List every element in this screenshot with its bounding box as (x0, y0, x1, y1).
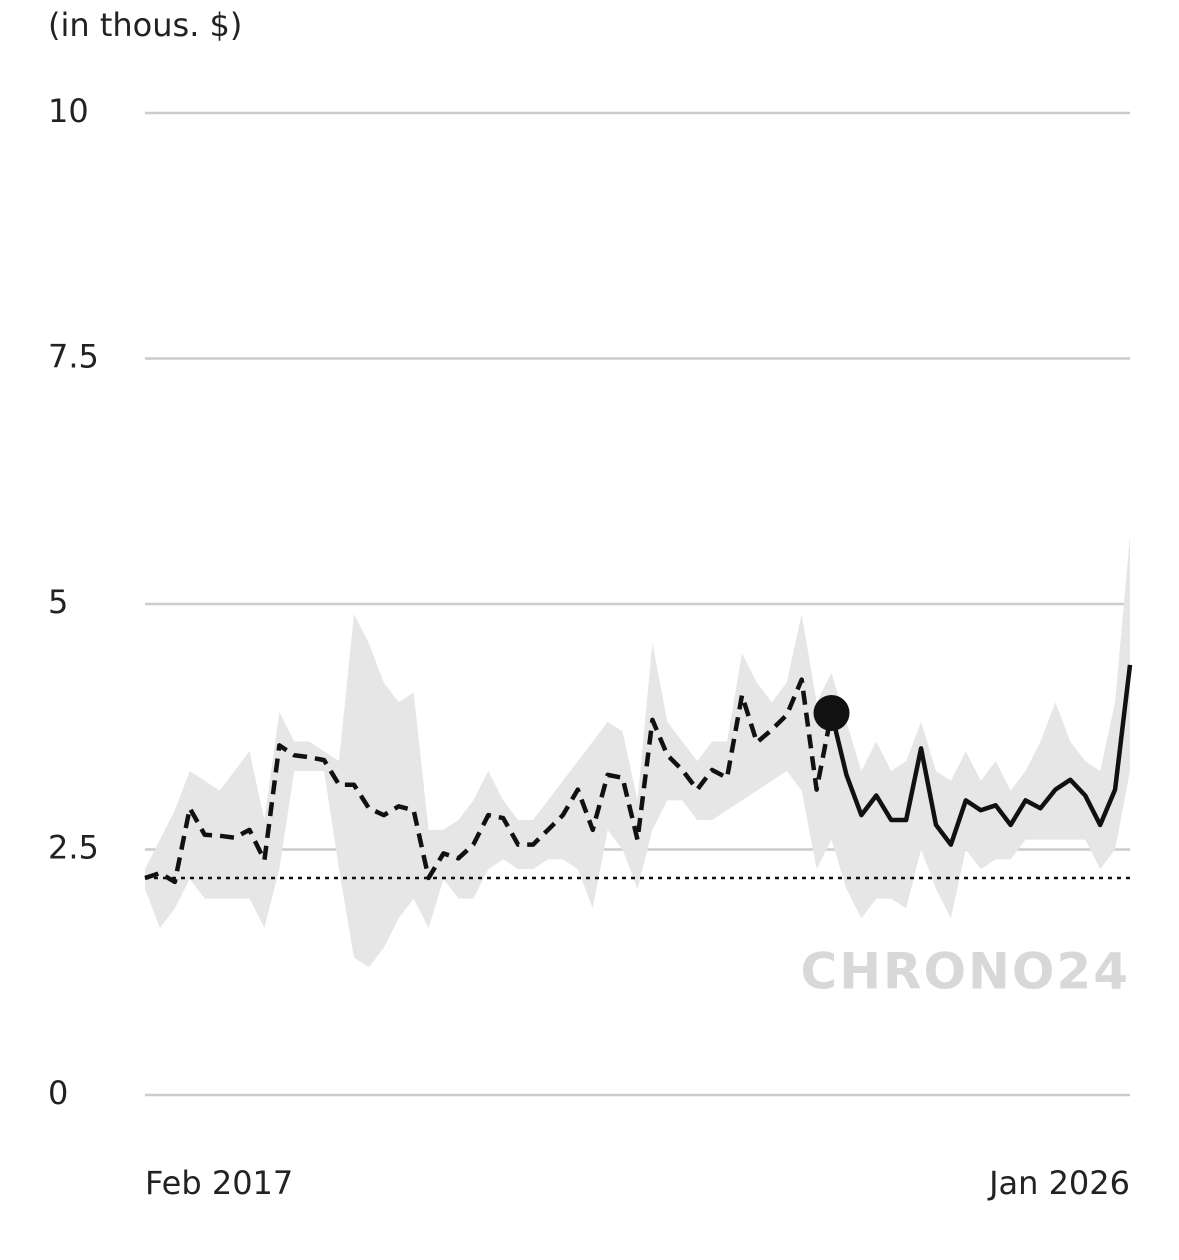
y-axis-label: (in thous. $) (48, 6, 242, 44)
price-line (829, 664, 1133, 847)
y-tick-label: 0 (48, 1074, 68, 1112)
y-tick-label: 10 (48, 92, 89, 130)
y-tick-label: 2.5 (48, 829, 99, 867)
price-line (144, 677, 834, 885)
x-tick-label: Feb 2017 (145, 1164, 293, 1202)
current-marker (813, 695, 850, 732)
y-tick-label: 5 (48, 583, 68, 621)
x-tick-label: Jan 2026 (987, 1164, 1130, 1202)
confidence-band (145, 535, 1130, 968)
watermark: CHRONO24 (801, 943, 1130, 1001)
y-tick-label: 7.5 (48, 338, 99, 376)
